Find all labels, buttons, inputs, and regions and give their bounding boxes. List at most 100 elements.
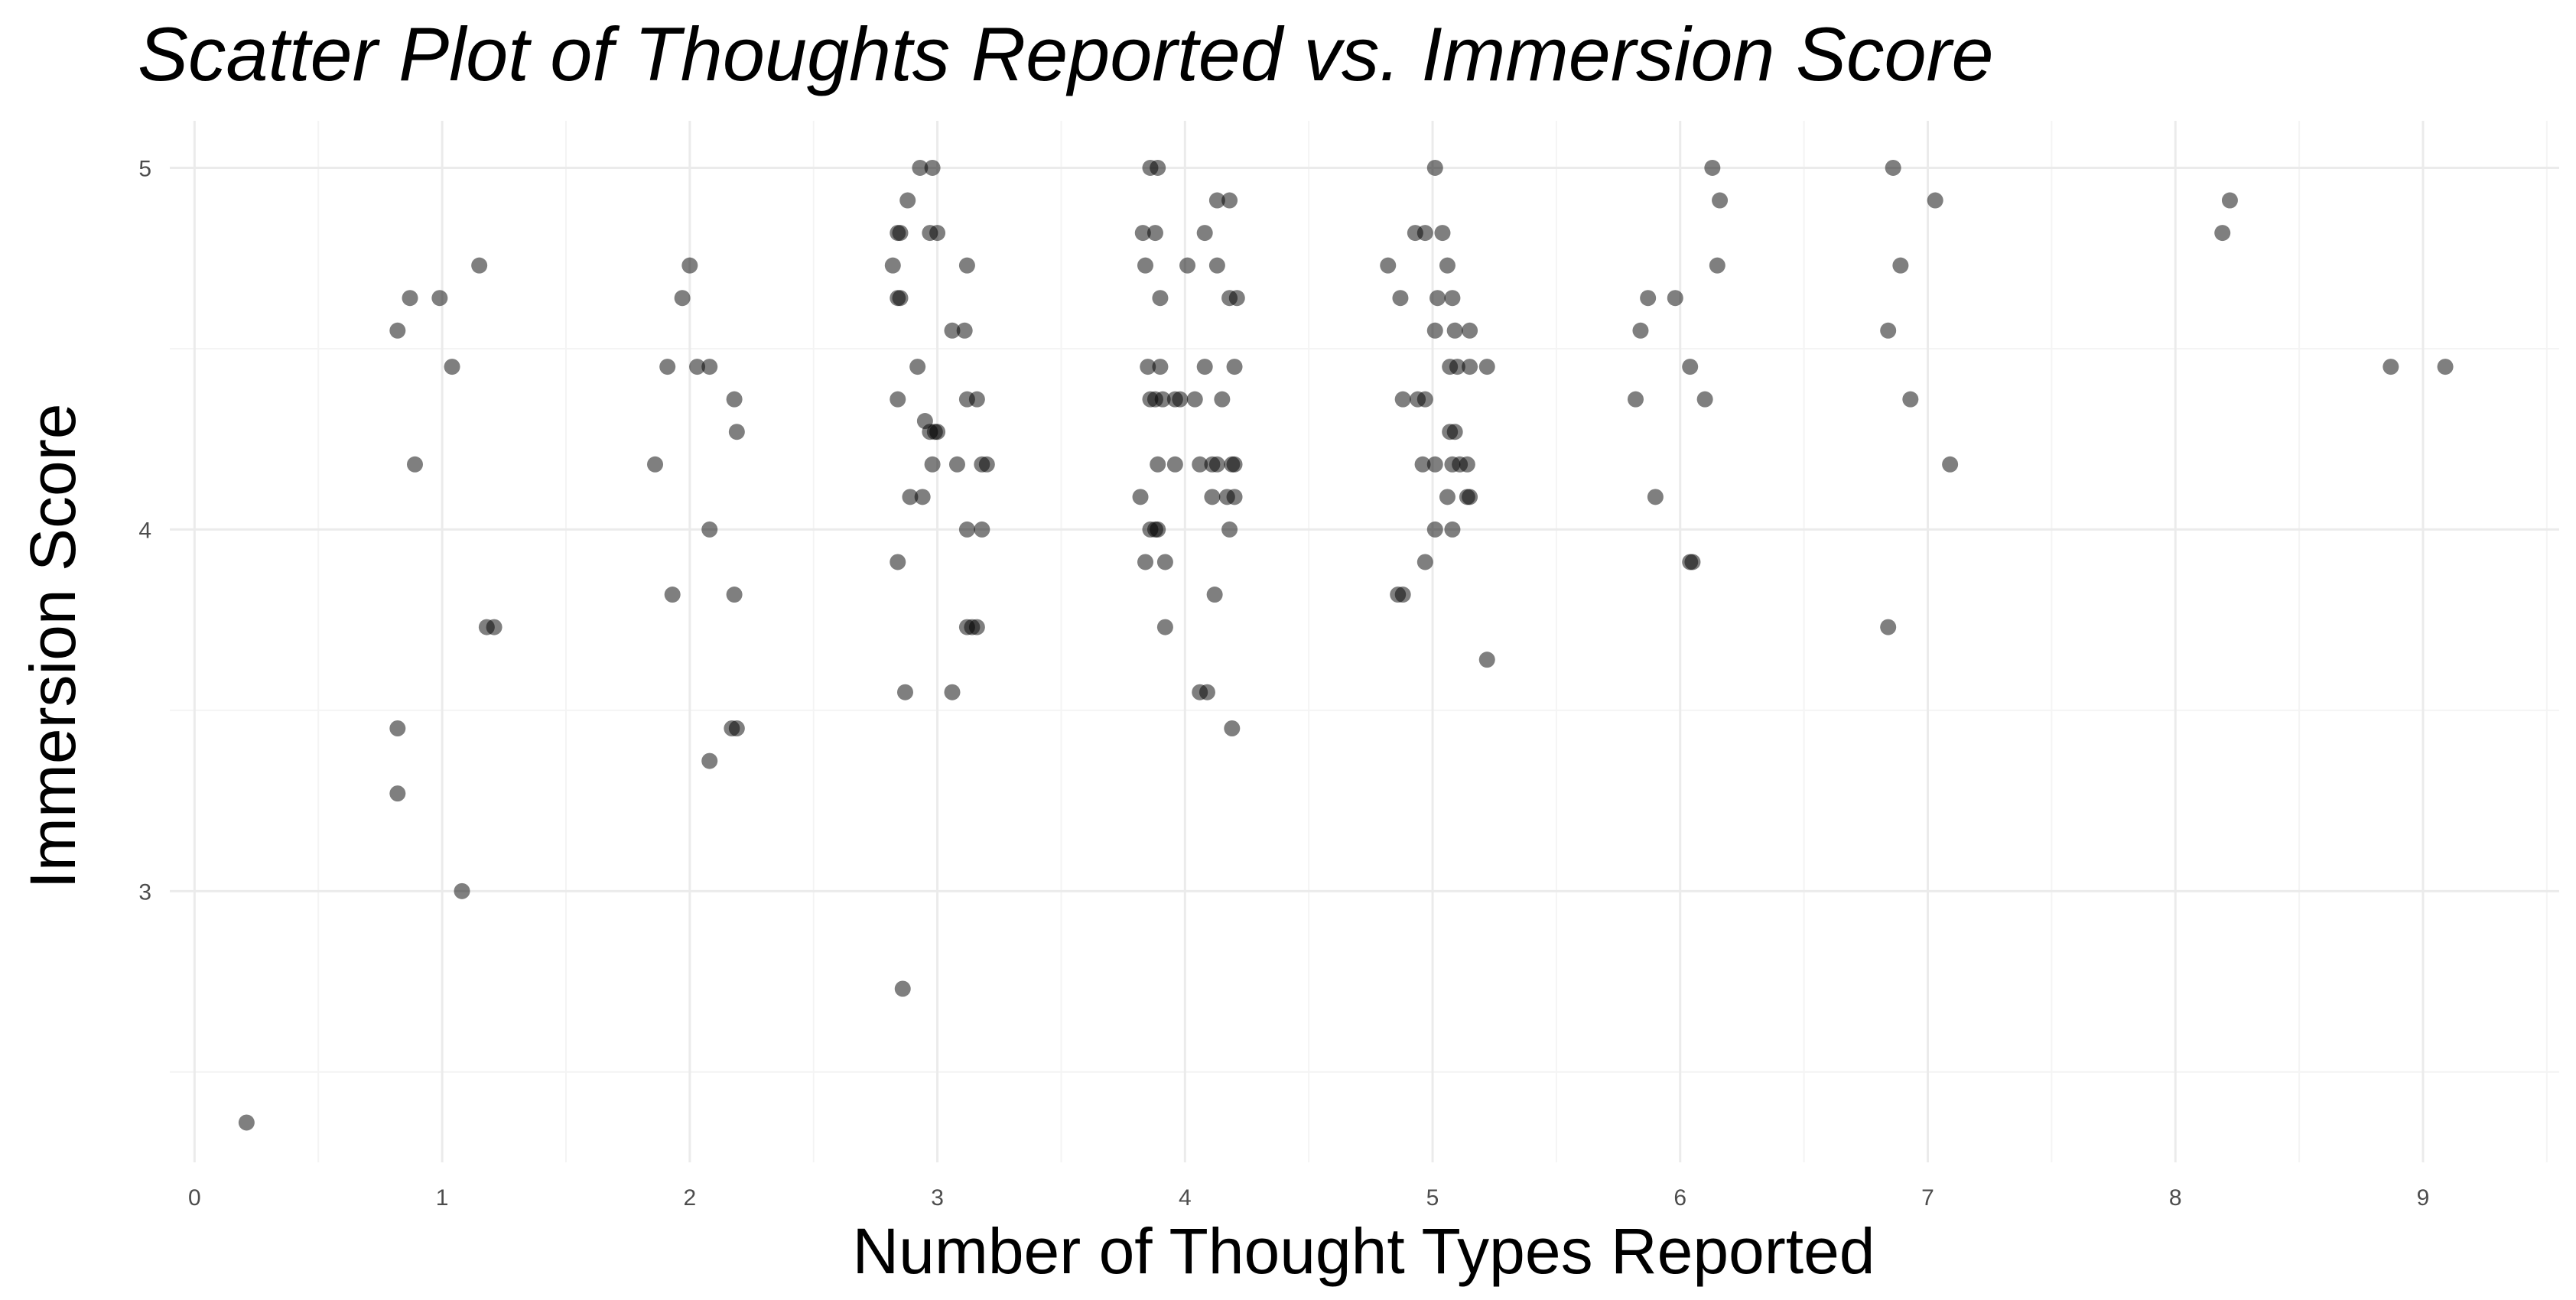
data-point xyxy=(1462,359,1478,375)
data-point xyxy=(726,587,743,603)
y-tick-label: 5 xyxy=(138,156,151,181)
data-point xyxy=(1892,257,1909,274)
data-points xyxy=(238,159,2454,1131)
data-point xyxy=(389,322,406,339)
data-point xyxy=(968,391,985,408)
data-point xyxy=(929,424,946,440)
data-point xyxy=(406,456,423,473)
y-axis-title: Immersion Score xyxy=(17,404,89,889)
x-axis-title: Number of Thought Types Reported xyxy=(852,1215,1875,1287)
data-point xyxy=(726,391,743,408)
data-point xyxy=(1392,290,1409,307)
data-point xyxy=(1682,359,1699,375)
data-point xyxy=(1434,225,1451,242)
data-point xyxy=(1208,456,1225,473)
data-point xyxy=(2221,192,2238,209)
data-point xyxy=(1459,456,1475,473)
data-point xyxy=(454,882,470,899)
data-point xyxy=(1172,391,1189,408)
data-point xyxy=(1214,391,1231,408)
data-point xyxy=(1478,359,1495,375)
data-point xyxy=(1221,192,1238,209)
data-point xyxy=(1224,720,1241,736)
data-point xyxy=(1444,290,1461,307)
chart-title: Scatter Plot of Thoughts Reported vs. Im… xyxy=(138,11,1994,96)
data-point xyxy=(1632,322,1649,339)
data-point xyxy=(1394,587,1411,603)
data-point xyxy=(1684,554,1701,570)
data-point xyxy=(1186,391,1203,408)
x-axis-tick-labels: 0 1 2 3 4 5 6 7 8 9 xyxy=(188,1185,2429,1211)
data-point xyxy=(924,456,941,473)
data-point xyxy=(884,257,901,274)
data-point xyxy=(659,359,676,375)
data-point xyxy=(1880,619,1897,635)
minor-gridlines xyxy=(170,121,2559,1162)
data-point xyxy=(929,225,946,242)
data-point xyxy=(664,587,681,603)
data-point xyxy=(402,290,418,307)
data-point xyxy=(1696,391,1713,408)
data-point xyxy=(1208,257,1225,274)
x-tick-label: 5 xyxy=(1426,1185,1439,1211)
data-point xyxy=(1226,359,1243,375)
data-point xyxy=(1627,391,1644,408)
data-point xyxy=(1196,359,1213,375)
data-point xyxy=(892,290,909,307)
data-point xyxy=(1179,257,1196,274)
data-point xyxy=(1885,159,1901,176)
data-point xyxy=(1394,391,1411,408)
data-point xyxy=(1137,257,1153,274)
data-point xyxy=(1226,489,1243,505)
data-point xyxy=(1416,391,1433,408)
data-point xyxy=(902,489,919,505)
data-point xyxy=(1426,456,1443,473)
data-point xyxy=(728,720,745,736)
data-point xyxy=(1152,290,1169,307)
data-point xyxy=(1226,456,1243,473)
data-point xyxy=(1704,159,1721,176)
data-point xyxy=(1221,521,1238,538)
data-point xyxy=(894,980,911,997)
x-tick-label: 2 xyxy=(683,1185,696,1211)
data-point xyxy=(1462,489,1478,505)
data-point xyxy=(914,489,931,505)
x-tick-label: 8 xyxy=(2169,1185,2182,1211)
data-point xyxy=(1132,489,1149,505)
data-point xyxy=(674,290,691,307)
data-point xyxy=(1880,322,1897,339)
data-point xyxy=(968,619,985,635)
data-point xyxy=(1140,359,1156,375)
data-point xyxy=(1426,159,1443,176)
x-tick-label: 3 xyxy=(931,1185,944,1211)
data-point xyxy=(948,456,965,473)
data-point xyxy=(1414,456,1431,473)
data-point xyxy=(958,521,975,538)
data-point xyxy=(1166,456,1183,473)
data-point xyxy=(890,554,906,570)
data-point xyxy=(1380,257,1397,274)
data-point xyxy=(1478,652,1495,668)
data-point xyxy=(944,322,961,339)
data-point xyxy=(899,192,916,209)
data-point xyxy=(238,1114,255,1131)
x-tick-label: 4 xyxy=(1179,1185,1192,1211)
data-point xyxy=(486,619,503,635)
y-tick-label: 4 xyxy=(138,518,151,543)
data-point xyxy=(1942,456,1959,473)
data-point xyxy=(924,159,941,176)
data-point xyxy=(1150,159,1166,176)
data-point xyxy=(896,684,913,700)
data-point xyxy=(1444,521,1461,538)
data-point xyxy=(1152,359,1169,375)
data-point xyxy=(978,456,995,473)
data-point xyxy=(647,456,664,473)
data-point xyxy=(1712,192,1729,209)
data-point xyxy=(944,684,961,700)
major-gridlines xyxy=(170,121,2559,1162)
data-point xyxy=(2437,359,2454,375)
data-point xyxy=(1192,456,1208,473)
data-point xyxy=(389,785,406,802)
data-point xyxy=(1199,684,1215,700)
data-point xyxy=(471,257,488,274)
